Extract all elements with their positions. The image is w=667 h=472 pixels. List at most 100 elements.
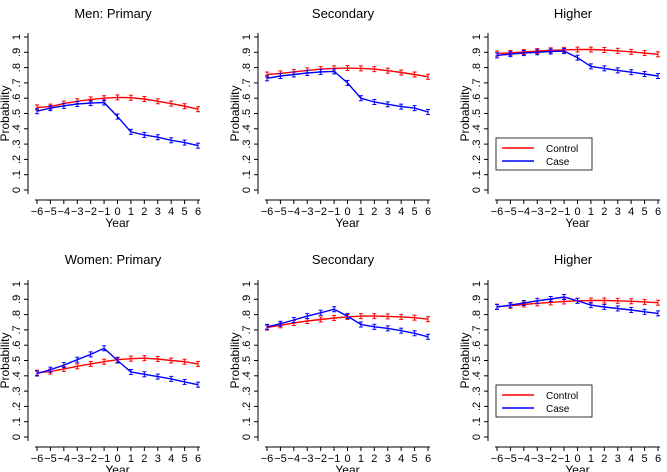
- series-case-point: [278, 73, 283, 80]
- panel-3: Higher0.1.2.3.4.5.6.7.8.91Probability−6−…: [458, 6, 661, 230]
- panel-title: Higher: [554, 252, 593, 267]
- panel-4: Women: Primary 0 .1 .2 .3 .4 .5 .6 .7 .8 .9 1 Probab…: [0, 252, 201, 472]
- x-tick-label: −1: [328, 206, 341, 218]
- x-tick-label: 6: [655, 453, 661, 465]
- x-axis-label: Year: [105, 216, 129, 230]
- y-tick-label: .7: [11, 325, 23, 334]
- series-control-point: [602, 47, 607, 54]
- series-case-point: [521, 299, 526, 306]
- series-case-point: [318, 309, 323, 316]
- x-tick-label: −6: [491, 206, 504, 218]
- y-tick-label: .6: [11, 341, 23, 350]
- y-tick-label: .3: [11, 387, 23, 396]
- series-case-point: [142, 131, 147, 138]
- x-tick-label: 2: [141, 206, 147, 218]
- series-control-point: [142, 95, 147, 102]
- panel-title: Secondary: [312, 6, 375, 21]
- y-tick-label: .9: [241, 48, 253, 57]
- series-control-point: [656, 51, 660, 58]
- series-case-point: [385, 325, 390, 332]
- y-tick-label: .1: [471, 170, 483, 179]
- series-control-point: [588, 46, 593, 53]
- series-case-point: [35, 108, 39, 115]
- x-tick-label: 0: [114, 206, 120, 218]
- series-control-point: [182, 103, 187, 110]
- x-tick-label: −1: [558, 206, 571, 218]
- x-tick-label: −6: [31, 453, 44, 465]
- series-case-point: [656, 73, 660, 80]
- x-tick-label: 5: [642, 206, 648, 218]
- series-case-point: [182, 378, 187, 385]
- series-case-point: [75, 356, 80, 363]
- y-tick-label: .6: [471, 341, 483, 350]
- series-case-line: [36, 101, 199, 147]
- series-control-point: [385, 67, 390, 74]
- series-case-point: [615, 305, 620, 312]
- series-control-point: [358, 65, 363, 72]
- x-tick-label: 3: [155, 453, 161, 465]
- series-control-point: [615, 297, 620, 304]
- y-tick-label: .4: [471, 371, 483, 380]
- series-control-point: [629, 298, 634, 305]
- y-axis-label: Probability: [458, 85, 472, 141]
- x-tick-label: 0: [114, 453, 120, 465]
- series-control-point: [196, 106, 200, 113]
- x-tick-label: −4: [518, 453, 531, 465]
- series-case-point: [318, 68, 323, 75]
- y-tick-label: .7: [471, 325, 483, 334]
- series-case-point: [358, 95, 363, 102]
- y-tick-label: .8: [471, 63, 483, 72]
- series-control-point: [332, 314, 337, 321]
- series-control-point: [88, 360, 93, 367]
- series-case-point: [615, 67, 620, 74]
- series-control-point: [372, 66, 377, 73]
- series-case-point: [426, 333, 430, 340]
- y-tick-label: 0: [471, 434, 483, 440]
- series-control-point: [345, 65, 350, 72]
- y-tick-label: 0: [11, 434, 23, 440]
- series-control-point: [656, 299, 660, 306]
- x-tick-label: 1: [358, 206, 364, 218]
- series-control-point: [642, 298, 647, 305]
- x-tick-label: −5: [504, 453, 517, 465]
- panel-6: Higher0.1.2.3.4.5.6.7.8.91Probability−6−…: [458, 252, 661, 472]
- legend-label-case: Case: [546, 404, 570, 415]
- y-tick-label: .2: [241, 155, 253, 164]
- series-control-point: [602, 297, 607, 304]
- y-tick-label: .8: [471, 310, 483, 319]
- series-case-point: [562, 48, 567, 55]
- y-tick-label: .4: [11, 371, 23, 380]
- y-tick-label: .8: [241, 310, 253, 319]
- y-axis-label: Probability: [228, 85, 242, 141]
- x-tick-label: 2: [141, 453, 147, 465]
- series-case-point: [521, 50, 526, 57]
- x-tick-label: −3: [301, 453, 314, 465]
- series-case-point: [332, 68, 337, 75]
- panel-5: Secondary 0 .1 .2 .3 .4 .5 .6 .7 .8 .9 1 Probability…: [228, 252, 431, 472]
- series-case-point: [196, 142, 200, 149]
- x-tick-label: −2: [544, 206, 557, 218]
- x-tick-label: −5: [504, 206, 517, 218]
- series-control-point: [102, 358, 107, 365]
- y-tick-label: .7: [471, 78, 483, 87]
- x-axis-label: Year: [105, 463, 129, 472]
- x-tick-label: −5: [274, 453, 287, 465]
- y-tick-label: 1: [471, 281, 483, 287]
- x-tick-label: −4: [288, 206, 301, 218]
- panel-title: Men: Primary: [74, 6, 152, 21]
- series-case-point: [412, 330, 417, 337]
- legend: Control Case: [495, 137, 593, 171]
- series-control-point: [385, 313, 390, 320]
- x-tick-label: −5: [274, 206, 287, 218]
- x-axis-label: Year: [565, 216, 589, 230]
- x-tick-label: −4: [288, 453, 301, 465]
- legend-box: [495, 137, 593, 171]
- series-case-point: [169, 375, 174, 382]
- series-control-point: [318, 316, 323, 323]
- x-tick-label: 6: [655, 206, 661, 218]
- y-tick-label: .3: [471, 140, 483, 149]
- x-tick-label: 5: [182, 206, 188, 218]
- x-tick-label: −1: [98, 206, 111, 218]
- legend: Control Case: [495, 384, 593, 418]
